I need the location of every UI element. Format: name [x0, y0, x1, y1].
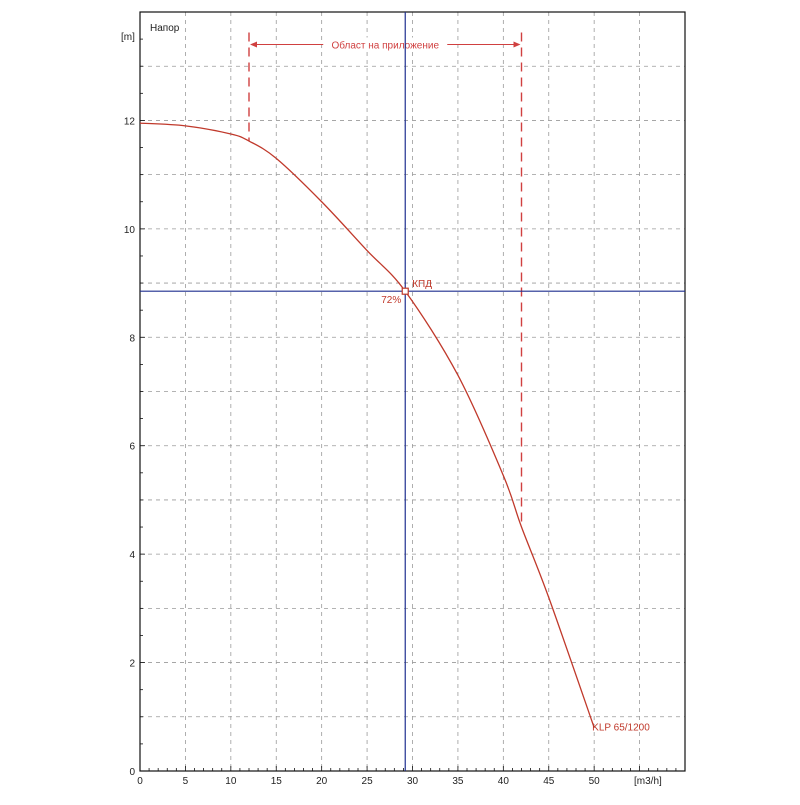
range-label: Област на приложение: [331, 40, 439, 52]
y-axis-unit-label: [m]: [121, 32, 135, 43]
y-tick-label: 6: [129, 442, 135, 453]
x-tick-label: 20: [316, 776, 328, 787]
x-tick-label: 40: [498, 776, 510, 787]
x-tick-label: 50: [589, 776, 601, 787]
y-tick-label: 4: [129, 550, 135, 561]
y-tick-label: 2: [129, 659, 135, 670]
x-tick-label: 5: [183, 776, 189, 787]
grid-layer: [140, 12, 685, 771]
label-layer: Напор [m] [m3/h] 0 5 10 15 20 25 30 35 40 45 50 0 2 4…: [121, 23, 662, 787]
range-layer: Област на приложение: [248, 32, 523, 528]
range-arrow-left: [250, 41, 257, 48]
x-tick-label: 35: [452, 776, 464, 787]
x-tick-label: 0: [137, 776, 143, 787]
x-axis-unit-label: [m3/h]: [634, 776, 662, 787]
range-arrow-right: [513, 41, 521, 48]
x-tick-label: 15: [271, 776, 283, 787]
series-label: KLP 65/1200: [592, 723, 650, 734]
operating-point-marker: [401, 287, 409, 295]
chart-title: Напор: [150, 23, 180, 34]
efficiency-value-label: 72%: [381, 295, 401, 306]
y-tick-label: 0: [129, 767, 135, 778]
pump-curve-line: [139, 122, 595, 728]
x-tick-label: 10: [225, 776, 237, 787]
y-tick-label: 10: [124, 225, 136, 236]
y-tick-label: 8: [129, 333, 135, 344]
y-tick-label: 12: [124, 116, 136, 127]
x-tick-label: 25: [362, 776, 374, 787]
range-label-backdrop: [323, 37, 448, 51]
crosshair-layer: КПД 72%: [140, 12, 685, 771]
x-tick-label: 30: [407, 776, 419, 787]
axis-layer: [139, 11, 686, 772]
curve-layer: KLP 65/1200: [139, 122, 650, 734]
x-tick-label: 45: [543, 776, 555, 787]
operating-point-label: КПД: [412, 279, 432, 290]
